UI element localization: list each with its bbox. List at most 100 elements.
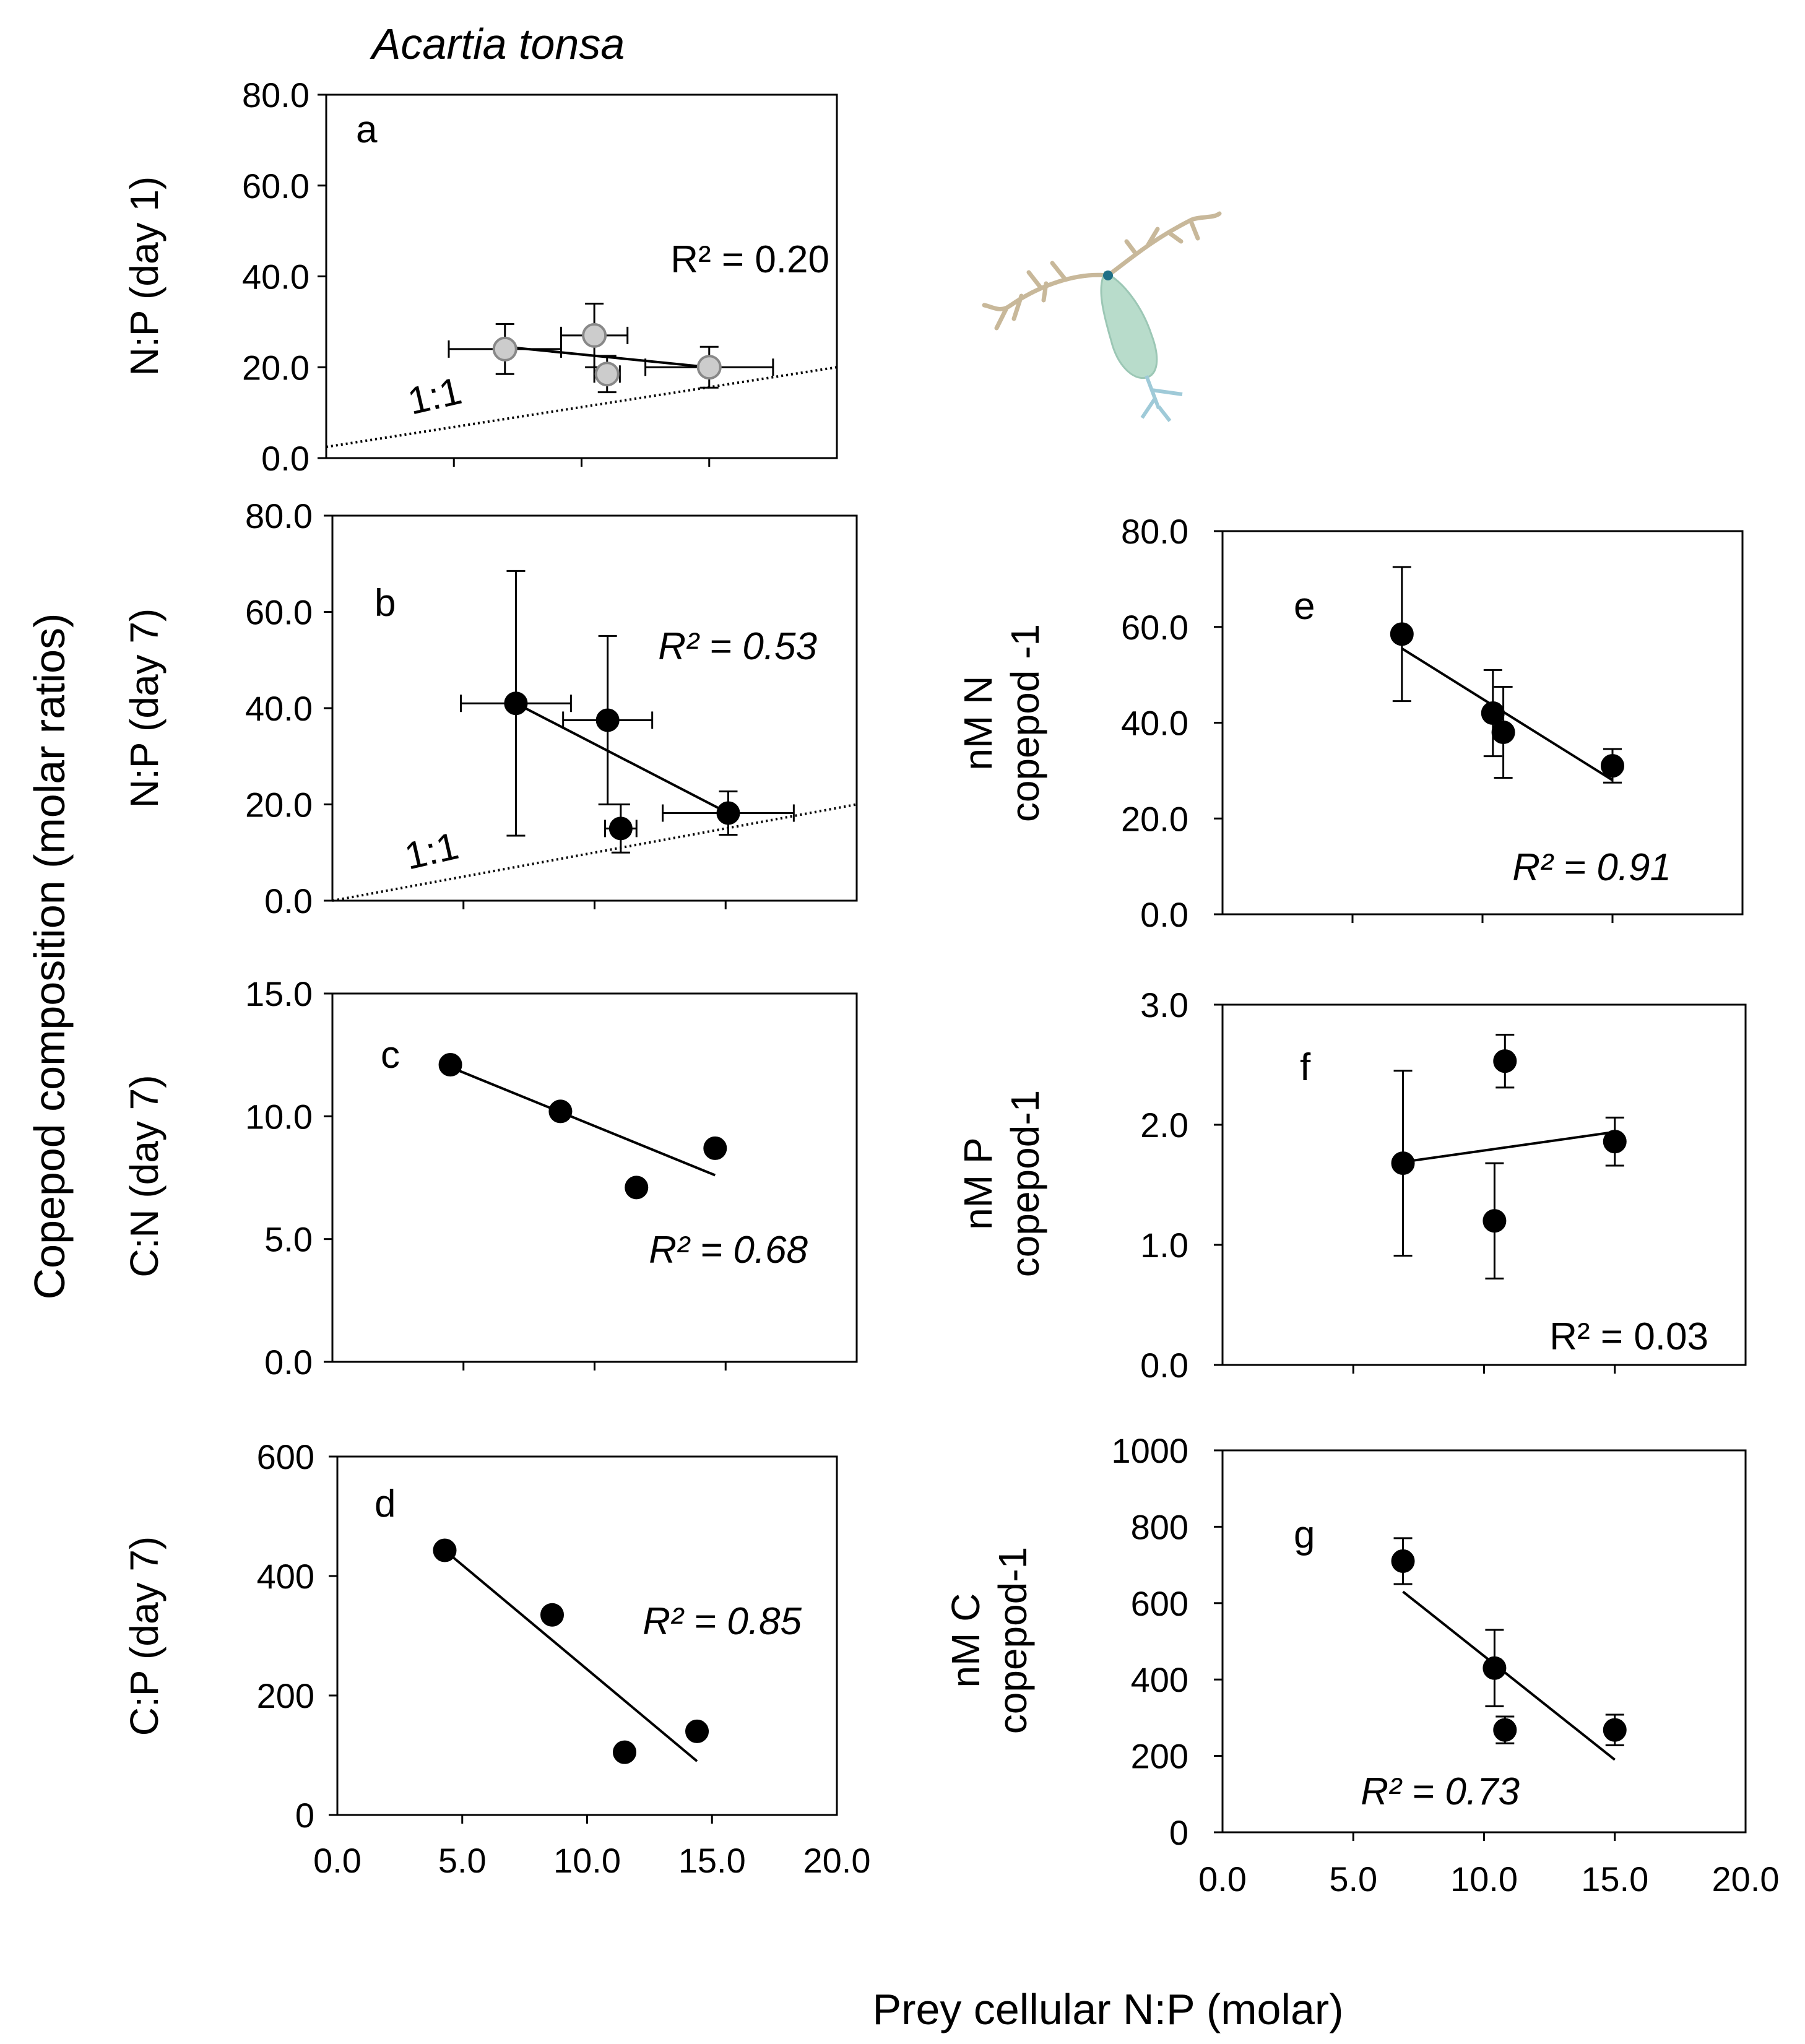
y-tick-label: 80.0 xyxy=(245,496,313,535)
y-tick-label: 80.0 xyxy=(242,76,309,115)
data-point xyxy=(1493,1049,1517,1073)
y-tick-label: 0.0 xyxy=(1140,895,1188,934)
data-point xyxy=(1391,1151,1415,1176)
data-point xyxy=(594,362,620,387)
y-tick-label: 20.0 xyxy=(242,348,309,387)
r-squared-label: R² = 0.53 xyxy=(658,625,817,668)
panel-letter: b xyxy=(374,582,396,625)
data-point xyxy=(685,1719,709,1743)
one-to-one-label: 1:1 xyxy=(401,825,463,878)
y-tick-label: 1000 xyxy=(1111,1431,1188,1470)
y-axis-label: nM P xyxy=(956,1137,1000,1229)
y-tick-label: 0.0 xyxy=(1140,1346,1188,1385)
r-squared-label: R² = 0.20 xyxy=(670,238,829,281)
data-point xyxy=(438,1053,462,1077)
y-tick-label: 40.0 xyxy=(242,258,309,297)
species-title: Acartia tonsa xyxy=(370,20,625,68)
data-point xyxy=(582,323,607,348)
y-tick-label: 15.0 xyxy=(245,974,313,1013)
r-squared-label: R² = 0.73 xyxy=(1361,1770,1520,1813)
y-axis-label: C:N (day 7) xyxy=(122,1075,167,1277)
data-point xyxy=(608,816,633,841)
regression-line xyxy=(515,702,729,815)
r-squared-label: R² = 0.85 xyxy=(643,1600,802,1643)
data-point xyxy=(595,708,620,732)
y-tick-label: 800 xyxy=(1131,1507,1188,1546)
y-tick-label: 3.0 xyxy=(1140,985,1188,1024)
panel-c: 0.0 5.0 10.0 15.0 c R² = 0.68 C:N (day 7) xyxy=(122,974,858,1382)
y-tick-label: 200 xyxy=(1131,1737,1188,1776)
data-point xyxy=(548,1099,573,1124)
x-tick-label: 5.0 xyxy=(438,1841,487,1880)
y-tick-label: 10.0 xyxy=(245,1097,313,1136)
y-axis-label: N:P (day 7) xyxy=(122,608,167,808)
one-to-one-label: 1:1 xyxy=(404,370,466,423)
regression-line xyxy=(504,345,709,369)
panel-letter: f xyxy=(1300,1046,1311,1089)
regression-line xyxy=(1401,647,1614,782)
y-tick-label: 2.0 xyxy=(1140,1106,1188,1145)
y-tick-label: 5.0 xyxy=(264,1220,313,1259)
x-tick-label: 20.0 xyxy=(1712,1860,1780,1899)
regression-line xyxy=(1403,1130,1616,1164)
copepod-icon xyxy=(982,211,1222,422)
y-tick-label: 0.0 xyxy=(264,881,313,920)
panel-letter: a xyxy=(356,108,378,151)
data-point xyxy=(703,1136,727,1160)
data-point xyxy=(1481,701,1505,725)
x-tick-label: 0.0 xyxy=(313,1841,361,1880)
data-point xyxy=(613,1740,637,1764)
y-axis-label: N:P (day 1) xyxy=(122,176,167,376)
x-tick-label: 0.0 xyxy=(1198,1860,1247,1899)
x-tick-label: 15.0 xyxy=(1581,1860,1648,1899)
copepod-body xyxy=(1100,271,1158,379)
y-tick-label: 0 xyxy=(1169,1813,1188,1852)
y-tick-label: 20.0 xyxy=(245,786,313,825)
x-tick-label: 10.0 xyxy=(553,1841,621,1880)
y-axis-label: C:P (day 7) xyxy=(122,1536,167,1736)
y-tick-label: 200 xyxy=(257,1676,314,1715)
regression-line xyxy=(449,1066,716,1177)
data-point xyxy=(696,355,722,380)
y-axis-label: nM C xyxy=(943,1593,988,1688)
data-point xyxy=(1390,622,1414,646)
data-point xyxy=(492,336,517,362)
plot-frame xyxy=(331,992,858,1363)
y-tick-label: 400 xyxy=(257,1557,314,1596)
regression-line xyxy=(1402,1590,1616,1761)
panel-a: 0.0 20.0 40.0 60.0 80.0 1:1 a R² = 0.20 N:P (day… xyxy=(122,76,838,478)
x-tick-label: 5.0 xyxy=(1329,1860,1377,1899)
data-point xyxy=(1493,1718,1517,1742)
copepod-tail xyxy=(1140,375,1183,422)
global-x-axis-label: Prey cellular N:P (molar) xyxy=(872,1985,1343,2033)
r-squared-label: R² = 0.03 xyxy=(1549,1315,1708,1358)
data-point xyxy=(1491,720,1515,744)
panel-letter: e xyxy=(1294,585,1315,628)
panel-letter: g xyxy=(1294,1514,1315,1556)
y-tick-label: 60.0 xyxy=(242,167,309,206)
copepod-eye xyxy=(1103,271,1113,280)
y-axis-label: copepod-1 xyxy=(1003,1090,1047,1277)
y-tick-label: 60.0 xyxy=(1121,608,1188,647)
panel-letter: d xyxy=(374,1483,396,1525)
y-tick-label: 0.0 xyxy=(264,1343,313,1382)
data-point xyxy=(1601,754,1624,778)
data-point xyxy=(1483,1656,1507,1680)
y-tick-label: 40.0 xyxy=(1121,704,1188,743)
data-point xyxy=(433,1538,457,1562)
data-point xyxy=(1603,1718,1627,1742)
x-tick-label: 10.0 xyxy=(1450,1860,1518,1899)
global-y-axis-label: Copepod composition (molar ratios) xyxy=(25,613,74,1300)
data-point xyxy=(1483,1209,1507,1233)
y-axis-label: copepod -1 xyxy=(1003,624,1047,822)
y-tick-label: 1.0 xyxy=(1140,1226,1188,1265)
data-point xyxy=(1391,1549,1415,1573)
r-squared-label: R² = 0.68 xyxy=(649,1229,808,1271)
y-tick-label: 80.0 xyxy=(1121,512,1188,551)
panel-letter: c xyxy=(381,1034,400,1076)
y-tick-label: 400 xyxy=(1131,1660,1188,1699)
y-tick-label: 0 xyxy=(295,1796,314,1835)
panel-g: 0 200 400 600 800 1000 0.0 5.0 10.0 15.0 20.0 g R² =… xyxy=(943,1431,1780,1899)
